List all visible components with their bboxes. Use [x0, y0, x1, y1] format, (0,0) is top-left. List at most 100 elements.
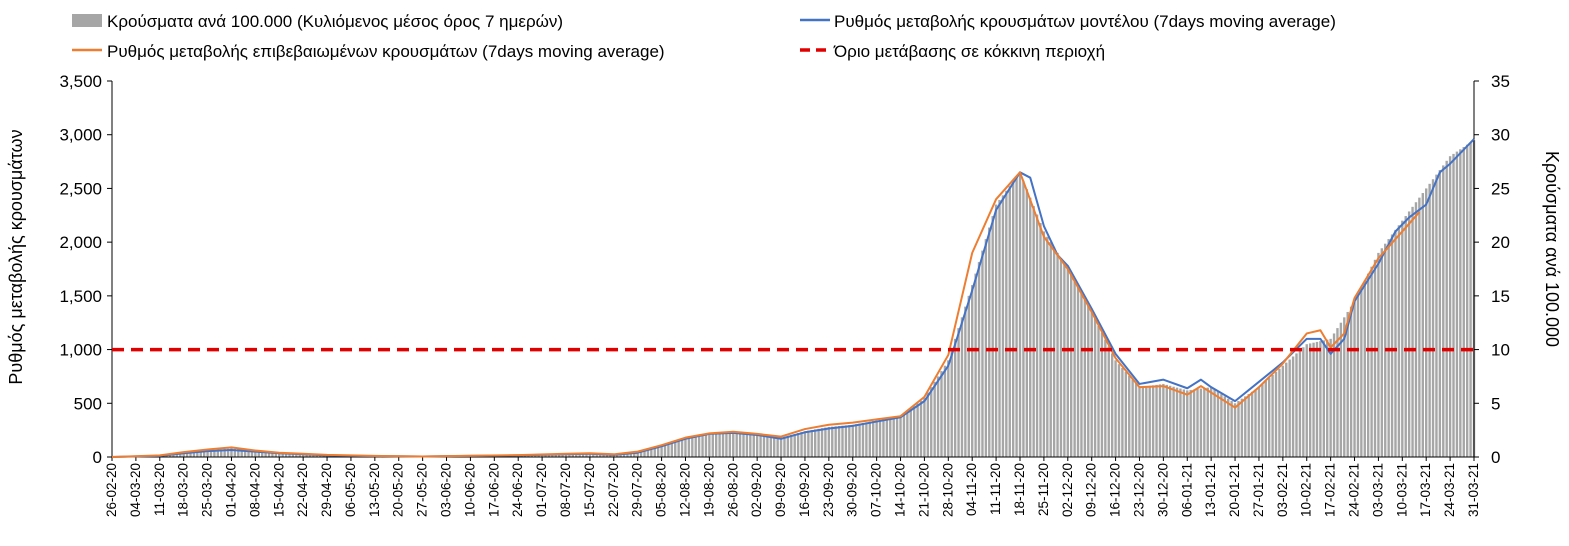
- bar: [919, 400, 923, 457]
- bar: [1380, 248, 1384, 457]
- y-left-tick-label: 0: [93, 448, 102, 467]
- bar: [1428, 183, 1431, 457]
- bar: [783, 436, 786, 457]
- bar: [1090, 311, 1093, 457]
- bar: [1162, 383, 1165, 457]
- x-tick-label: 25-11-20: [1036, 463, 1051, 516]
- bar: [1022, 180, 1025, 457]
- bar: [834, 426, 837, 457]
- bar: [1411, 206, 1414, 457]
- bar: [233, 448, 237, 457]
- bar: [684, 437, 687, 457]
- x-tick-label: 21-10-20: [916, 463, 931, 517]
- bar: [1141, 386, 1145, 457]
- x-tick-label: 09-09-20: [773, 463, 788, 517]
- x-tick-label: 29-04-20: [319, 463, 334, 517]
- x-tick-label: 06-01-21: [1179, 463, 1194, 517]
- bar: [936, 376, 940, 457]
- bar: [301, 453, 305, 457]
- bar: [540, 454, 544, 457]
- bar: [1425, 188, 1428, 457]
- bar: [899, 417, 902, 457]
- bar: [257, 450, 260, 457]
- bar: [981, 250, 984, 457]
- legend-swatch-bars: [72, 14, 102, 27]
- bar: [646, 449, 650, 457]
- bar: [639, 451, 643, 457]
- bar: [1216, 391, 1220, 457]
- bar: [1052, 247, 1056, 457]
- bar: [663, 445, 667, 457]
- x-tick-label: 17-03-21: [1418, 463, 1433, 517]
- bar: [708, 433, 711, 457]
- x-tick-label: 14-10-20: [893, 463, 908, 517]
- x-tick-label: 30-12-20: [1155, 463, 1170, 517]
- x-tick-label: 26-08-20: [725, 463, 740, 517]
- bar: [1240, 398, 1244, 457]
- bar: [974, 273, 977, 457]
- bar: [636, 452, 639, 457]
- bar: [1407, 211, 1411, 457]
- bar: [1452, 153, 1455, 457]
- bar: [1209, 387, 1213, 457]
- bar: [220, 449, 223, 457]
- bar: [1469, 142, 1472, 457]
- bar: [885, 419, 889, 457]
- bar: [1326, 339, 1329, 457]
- x-tick-label: 01-07-20: [534, 463, 549, 517]
- bar: [284, 453, 288, 457]
- bar: [889, 418, 892, 457]
- bar: [790, 434, 793, 457]
- bar: [752, 434, 755, 457]
- bar: [1039, 222, 1042, 457]
- bar: [988, 227, 991, 457]
- y-left-tick-label: 1,500: [59, 287, 102, 306]
- bar: [588, 453, 592, 457]
- bar: [971, 285, 974, 457]
- y-left-tick-label: 2,000: [59, 233, 102, 252]
- x-tick-label: 01-04-20: [223, 463, 238, 517]
- bar: [175, 453, 179, 457]
- bar: [554, 454, 557, 457]
- x-tick-label: 19-08-20: [701, 463, 716, 517]
- bar: [677, 440, 680, 457]
- x-tick-label: 16-09-20: [797, 463, 812, 517]
- bar: [1172, 386, 1175, 457]
- x-tick-label: 17-02-21: [1323, 463, 1338, 517]
- bar: [209, 450, 213, 457]
- x-tick-label: 07-10-20: [869, 463, 884, 517]
- bar: [261, 451, 264, 457]
- bar: [230, 448, 233, 457]
- bar: [1186, 390, 1189, 457]
- bar: [1046, 236, 1049, 457]
- bar: [1377, 252, 1380, 457]
- bar: [694, 435, 697, 457]
- bar: [1397, 225, 1401, 457]
- bar: [960, 317, 964, 457]
- bar: [1462, 146, 1465, 458]
- bar: [1114, 360, 1117, 457]
- x-tick-label: 02-12-20: [1060, 463, 1075, 517]
- bar: [1349, 306, 1353, 457]
- bar: [196, 451, 199, 457]
- bar: [1148, 385, 1151, 457]
- x-tick-label: 15-04-20: [271, 463, 286, 517]
- bar: [1121, 367, 1124, 457]
- y-right-tick-label: 0: [1491, 448, 1500, 467]
- bar: [1128, 375, 1131, 457]
- bar: [288, 453, 291, 457]
- bar: [298, 453, 301, 457]
- bar: [950, 349, 953, 457]
- bar: [274, 452, 278, 457]
- bar: [179, 453, 182, 457]
- x-tick-label: 27-01-21: [1251, 463, 1266, 517]
- bar: [670, 442, 674, 457]
- bar: [643, 450, 646, 457]
- bar: [1025, 189, 1029, 457]
- bar: [906, 411, 909, 457]
- bar: [858, 423, 861, 457]
- bar: [1015, 176, 1018, 458]
- bar: [1237, 400, 1240, 457]
- x-tick-label: 28-10-20: [940, 463, 955, 517]
